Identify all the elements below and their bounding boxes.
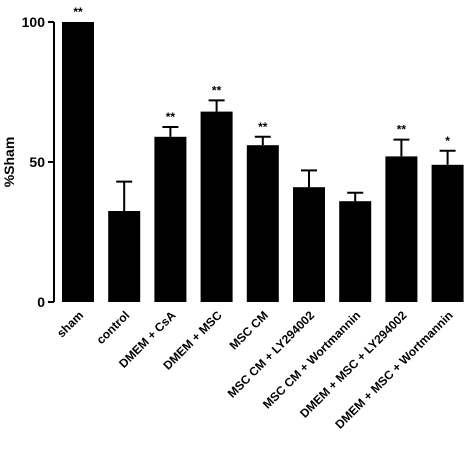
bar — [200, 111, 233, 302]
bar — [293, 187, 325, 302]
significance-label: ** — [258, 120, 268, 134]
significance-label: ** — [166, 110, 176, 124]
significance-label: * — [445, 134, 450, 148]
bar — [62, 22, 94, 302]
x-tick-label: MSC CM + LY294002 — [225, 308, 318, 401]
bar — [108, 211, 141, 302]
x-tick-label: control — [94, 308, 133, 347]
bar — [339, 201, 372, 302]
significance-label: ** — [212, 83, 222, 97]
significance-label: ** — [397, 123, 407, 137]
y-tick-label: 100 — [22, 14, 46, 30]
y-tick-label: 50 — [29, 154, 45, 170]
y-tick-label: 0 — [37, 294, 45, 310]
bar — [154, 136, 187, 302]
bar — [431, 164, 464, 302]
x-tick-label: sham — [54, 308, 86, 340]
bar — [246, 145, 279, 302]
y-axis-label: %Sham — [1, 137, 17, 188]
x-tick-label: MSC CM — [227, 308, 271, 352]
bar — [385, 156, 418, 302]
significance-label: ** — [73, 5, 83, 19]
